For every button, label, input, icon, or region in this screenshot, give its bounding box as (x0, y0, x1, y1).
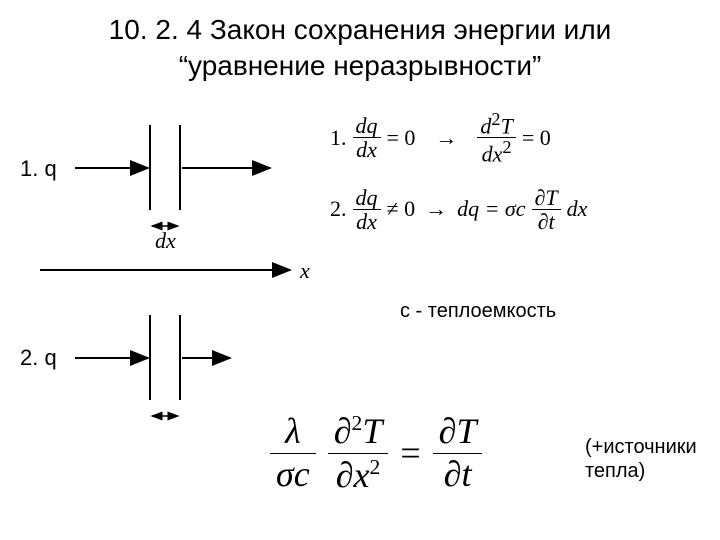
eq1-arrow: → (435, 125, 457, 151)
heat-capacity-label: c - теплоемкость (400, 300, 556, 323)
big-equation: λ σc ∂2T ∂x2 = ∂T ∂t (270, 410, 482, 497)
bigeq-dTdt: ∂T ∂t (433, 411, 483, 496)
eq2-prefix: 2. (330, 196, 347, 222)
eq1-frac-dqdx: dq dx (353, 114, 381, 161)
eq1-eq0b: = 0 (522, 125, 551, 151)
equations-area: 1. dq dx = 0 → d2T dx2 = 0 2. dq dx ≠ 0 … (330, 110, 710, 251)
equation-2: 2. dq dx ≠ 0 → dq = σc ∂T ∂t dx (330, 186, 710, 233)
bigeq-lambda-sigmac: λ σc (270, 411, 316, 496)
equation-1: 1. dq dx = 0 → d2T dx2 = 0 (330, 110, 710, 166)
x-axis-svg (20, 258, 320, 282)
eq2-arrow: → (425, 196, 447, 222)
source-note-l2: тепла) (585, 460, 645, 482)
eq1-frac-d2Tdx2: d2T dx2 (477, 110, 515, 166)
bigeq-equals: = (400, 432, 420, 474)
eq2-rhs-post: dx (567, 196, 588, 222)
eq2-rhs-pre: dq = σc (457, 196, 525, 222)
slide-title: 10. 2. 4 Закон сохранения энергии или “у… (0, 0, 720, 85)
title-line-2: “уравнение неразрывности” (179, 50, 542, 81)
eq1-prefix: 1. (330, 125, 347, 151)
source-note-l1: (+источники (585, 436, 697, 458)
bigeq-d2Tdx2: ∂2T ∂x2 (328, 410, 389, 497)
label-dx: dx (155, 228, 176, 254)
eq2-neq0: ≠ 0 (387, 196, 416, 222)
label-x: x (300, 258, 310, 284)
source-note: (+источники тепла) (585, 435, 697, 483)
eq2-frac-dqdx: dq dx (353, 186, 381, 233)
title-line-1: 10. 2. 4 Закон сохранения энергии или (109, 14, 612, 45)
eq2-frac-dTdt: ∂T ∂t (532, 186, 561, 233)
eq1-eq0: = 0 (387, 125, 416, 151)
